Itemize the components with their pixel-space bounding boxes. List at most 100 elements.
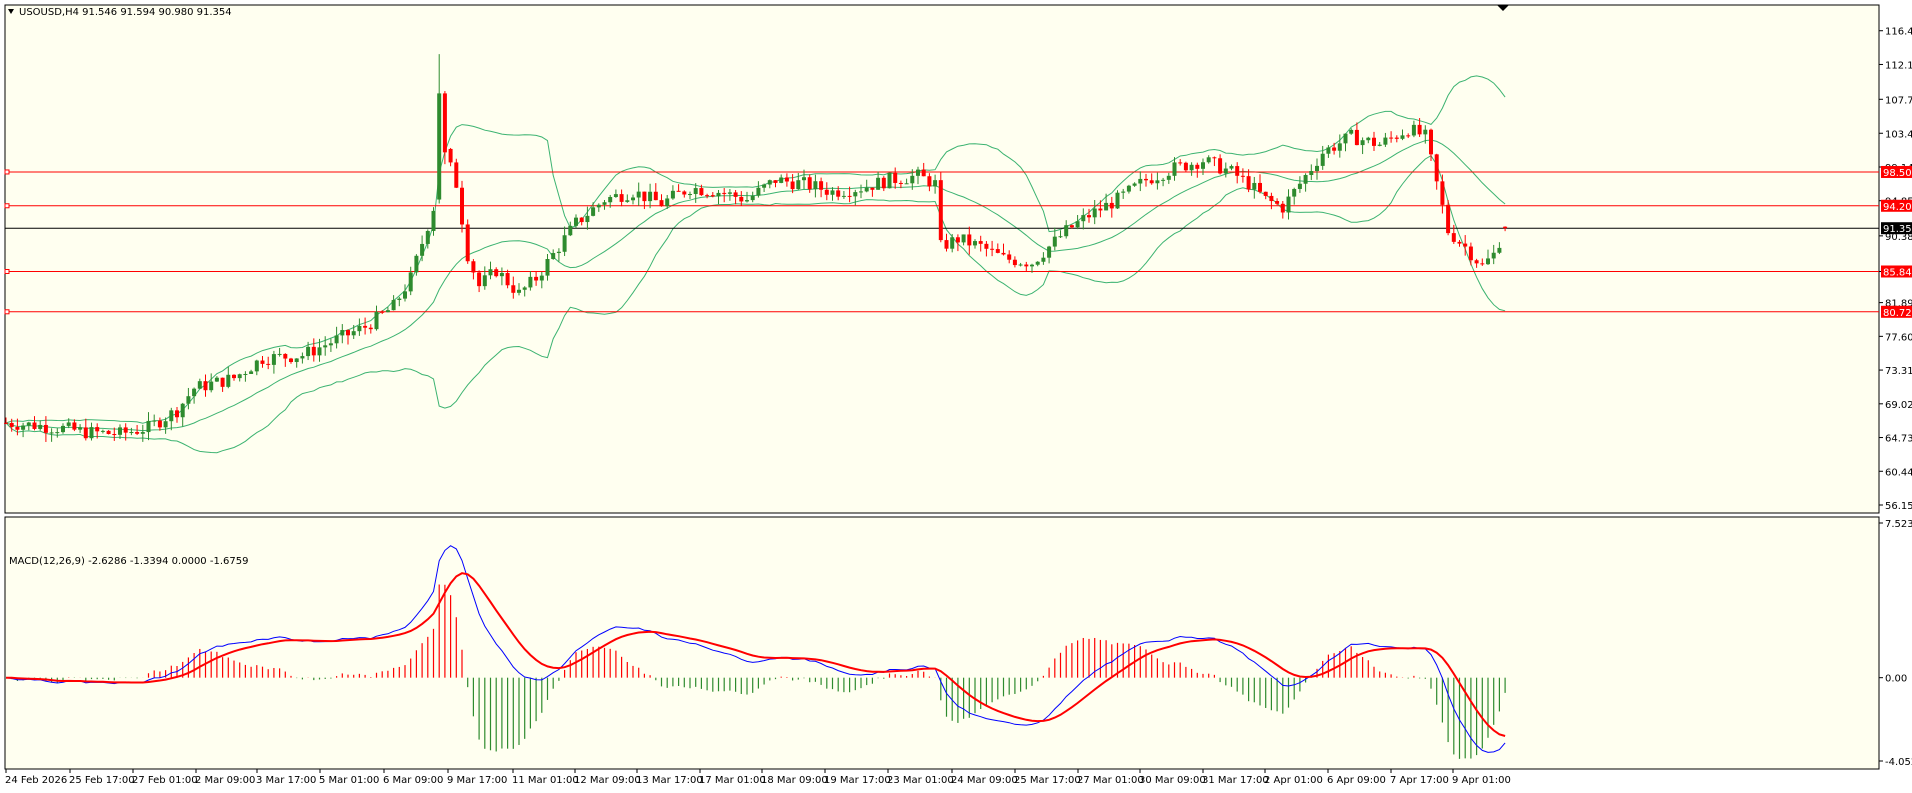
macd-plot[interactable] bbox=[5, 545, 1506, 759]
candle-body bbox=[346, 330, 350, 336]
chart-shift-marker-icon[interactable] bbox=[1497, 5, 1509, 11]
candle-body bbox=[1366, 137, 1371, 141]
candle-body bbox=[306, 346, 311, 357]
candle-body bbox=[237, 374, 242, 379]
candle-body bbox=[15, 426, 20, 430]
candle-body bbox=[192, 388, 197, 397]
candle-body bbox=[990, 248, 995, 250]
candle-body bbox=[49, 432, 54, 434]
candle-body bbox=[214, 377, 219, 382]
candle-body bbox=[289, 358, 293, 363]
candle-body bbox=[1349, 129, 1354, 134]
candle-body bbox=[904, 183, 909, 185]
candle-body bbox=[1229, 166, 1234, 169]
candle-body bbox=[665, 198, 670, 207]
candle-body bbox=[437, 93, 442, 200]
candle-body bbox=[539, 275, 544, 281]
candle-body bbox=[1315, 165, 1319, 172]
level-badge-label: 80.723 bbox=[1883, 308, 1912, 319]
candle-body bbox=[129, 432, 134, 434]
candle-body bbox=[1394, 137, 1399, 139]
candle-body bbox=[1172, 162, 1177, 176]
level-anchor-3 bbox=[4, 309, 10, 315]
candle-body bbox=[653, 191, 658, 201]
candle-body bbox=[209, 381, 214, 391]
candle-body bbox=[847, 195, 852, 197]
candle-body bbox=[1372, 137, 1376, 146]
candle-body bbox=[1411, 124, 1416, 136]
time-tick-label: 25 Feb 17:00 bbox=[69, 775, 135, 786]
candle-body bbox=[146, 420, 151, 433]
candle-body bbox=[545, 258, 550, 276]
candle-body bbox=[1326, 147, 1331, 154]
candle-body bbox=[1383, 137, 1388, 145]
time-tick-label: 2 Apr 01:00 bbox=[1264, 775, 1323, 786]
candle-body bbox=[163, 421, 168, 428]
candle-body bbox=[465, 224, 470, 262]
candle-body bbox=[374, 311, 379, 330]
candle-body bbox=[1235, 166, 1240, 176]
candle-body bbox=[1075, 221, 1080, 228]
candle-body bbox=[460, 187, 464, 225]
candle-body bbox=[670, 190, 675, 199]
candle-body bbox=[659, 200, 664, 207]
macd-header: MACD(12,26,9) -2.6286 -1.3394 0.0000 -1.… bbox=[9, 556, 248, 567]
time-tick-label: 23 Mar 01:00 bbox=[887, 775, 954, 786]
candle-body bbox=[363, 325, 368, 328]
main-panel-bg bbox=[4, 4, 1880, 514]
price-tick-label: 69.020 bbox=[1885, 400, 1912, 411]
candle-body bbox=[574, 217, 578, 226]
candle-body bbox=[841, 195, 846, 197]
main-plot[interactable] bbox=[4, 54, 1879, 454]
candle-body bbox=[4, 422, 8, 424]
candle-body bbox=[813, 181, 818, 190]
candle-body bbox=[1104, 202, 1109, 211]
candle-body bbox=[471, 261, 476, 273]
candle-body bbox=[859, 191, 863, 193]
candle-body bbox=[403, 291, 407, 299]
candle-body bbox=[385, 310, 390, 313]
candle-body bbox=[790, 181, 795, 190]
candle-body bbox=[283, 353, 288, 359]
candle-body bbox=[1183, 162, 1188, 171]
candle-body bbox=[26, 422, 31, 426]
candle-body bbox=[83, 427, 88, 439]
candle-body bbox=[380, 311, 385, 313]
candle-body bbox=[1269, 195, 1274, 202]
candle-body bbox=[1486, 258, 1490, 265]
time-tick-label: 13 Mar 17:00 bbox=[636, 775, 703, 786]
candle-body bbox=[642, 191, 647, 202]
candle-body bbox=[528, 276, 533, 288]
candle-body bbox=[100, 430, 105, 432]
candle-body bbox=[186, 396, 191, 404]
time-tick-label: 5 Mar 01:00 bbox=[319, 775, 379, 786]
candle-body bbox=[1434, 154, 1439, 182]
candle-body bbox=[1024, 264, 1029, 267]
macd-signal-line bbox=[5, 572, 1506, 737]
candle-body bbox=[266, 363, 271, 365]
candle-body bbox=[271, 354, 276, 365]
candle-body bbox=[682, 191, 687, 195]
candle-body bbox=[733, 192, 738, 197]
level-badge bbox=[1881, 305, 1912, 318]
candle-body bbox=[1451, 233, 1456, 242]
candle-body bbox=[1007, 254, 1012, 260]
candle-body bbox=[1069, 225, 1074, 228]
candle-body bbox=[112, 434, 117, 436]
collapse-arrow-icon[interactable] bbox=[8, 9, 14, 14]
bollinger-upper bbox=[5, 75, 1506, 424]
candle-body bbox=[978, 241, 983, 244]
time-tick-label: 19 Mar 17:00 bbox=[824, 775, 891, 786]
candle-body bbox=[767, 180, 772, 185]
candle-body bbox=[1058, 236, 1063, 238]
time-tick-label: 24 Feb 2026 bbox=[5, 775, 67, 786]
candle-body bbox=[916, 169, 920, 176]
candle-body bbox=[898, 182, 903, 184]
time-tick-label: 9 Apr 01:00 bbox=[1452, 775, 1511, 786]
candle-body bbox=[1195, 164, 1200, 169]
candle-body bbox=[1001, 252, 1006, 255]
candle-body bbox=[317, 347, 322, 356]
axes: 116.470112.180107.750103.43099.14094.850… bbox=[5, 27, 1912, 786]
candle-body bbox=[249, 371, 254, 374]
candle-body bbox=[1480, 263, 1485, 265]
